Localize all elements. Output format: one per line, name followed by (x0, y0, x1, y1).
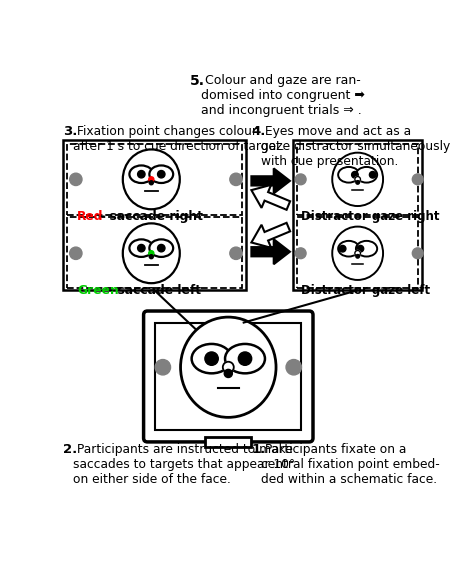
Ellipse shape (149, 166, 173, 183)
Circle shape (223, 362, 234, 373)
Circle shape (70, 247, 82, 260)
Text: Colour and gaze are ran-
domised into congruent ➡
and incongruent trials ⇒ .: Colour and gaze are ran- domised into co… (201, 74, 365, 117)
Text: 5.: 5. (190, 74, 205, 88)
Circle shape (295, 174, 306, 185)
Ellipse shape (181, 317, 276, 417)
Text: Distractor gaze left: Distractor gaze left (301, 284, 430, 297)
FancyArrow shape (251, 185, 290, 210)
FancyArrow shape (251, 223, 290, 248)
Ellipse shape (356, 241, 377, 257)
Text: Fixation point changes colour
after 1 s to cue direction of target.: Fixation point changes colour after 1 s … (73, 125, 284, 153)
Bar (205, 437, 251, 447)
Text: 1.: 1. (251, 443, 265, 456)
Text: Red: Red (77, 210, 104, 223)
Ellipse shape (123, 149, 180, 209)
Circle shape (157, 171, 165, 178)
Text: Distractor gaze right: Distractor gaze right (301, 210, 440, 223)
Circle shape (205, 352, 218, 365)
Circle shape (238, 352, 252, 365)
Text: 3.: 3. (63, 125, 77, 138)
Circle shape (224, 369, 232, 377)
Text: Participants fixate on a
central fixation point embed-
ded within a schematic fa: Participants fixate on a central fixatio… (261, 443, 440, 486)
Bar (297, 217, 419, 288)
Circle shape (295, 248, 306, 258)
Circle shape (412, 248, 423, 258)
Ellipse shape (338, 241, 359, 257)
Text: Green: Green (77, 284, 119, 297)
Bar (66, 144, 242, 215)
Circle shape (230, 247, 242, 260)
Ellipse shape (129, 166, 153, 183)
Bar (155, 323, 301, 430)
Bar (63, 140, 246, 290)
Ellipse shape (149, 239, 173, 257)
Text: Participants are instructed to make
saccades to targets that appear 10°
on eithe: Participants are instructed to make sacc… (73, 443, 295, 486)
Ellipse shape (123, 223, 180, 283)
FancyArrow shape (251, 168, 290, 193)
Bar (297, 144, 419, 215)
Circle shape (355, 250, 360, 256)
FancyBboxPatch shape (144, 311, 313, 442)
Ellipse shape (356, 167, 377, 182)
Circle shape (149, 250, 154, 256)
Text: Eyes move and act as a
gaze distractor simultaneously
with cue presentation.: Eyes move and act as a gaze distractor s… (261, 125, 451, 168)
Circle shape (356, 181, 359, 184)
Ellipse shape (332, 227, 383, 280)
Circle shape (137, 171, 145, 178)
Circle shape (355, 177, 360, 182)
Circle shape (70, 173, 82, 186)
Bar (66, 217, 242, 288)
Ellipse shape (129, 239, 153, 257)
Ellipse shape (332, 153, 383, 206)
Circle shape (149, 181, 153, 185)
Ellipse shape (338, 167, 359, 182)
Circle shape (149, 254, 153, 258)
Text: 2.: 2. (63, 443, 77, 456)
FancyArrow shape (251, 239, 290, 264)
Ellipse shape (191, 344, 231, 373)
Circle shape (149, 177, 154, 182)
Circle shape (155, 359, 171, 375)
Text: 4.: 4. (251, 125, 266, 138)
Circle shape (137, 245, 145, 252)
Text: - saccade left: - saccade left (103, 284, 201, 297)
Bar (293, 140, 422, 290)
Circle shape (412, 174, 423, 185)
Circle shape (352, 171, 358, 178)
Text: - saccade right: - saccade right (96, 210, 203, 223)
Circle shape (369, 171, 376, 178)
Circle shape (230, 173, 242, 186)
Circle shape (157, 245, 165, 252)
Ellipse shape (225, 344, 265, 373)
Circle shape (356, 254, 359, 258)
Circle shape (357, 245, 364, 252)
Circle shape (339, 245, 346, 252)
Circle shape (286, 359, 301, 375)
